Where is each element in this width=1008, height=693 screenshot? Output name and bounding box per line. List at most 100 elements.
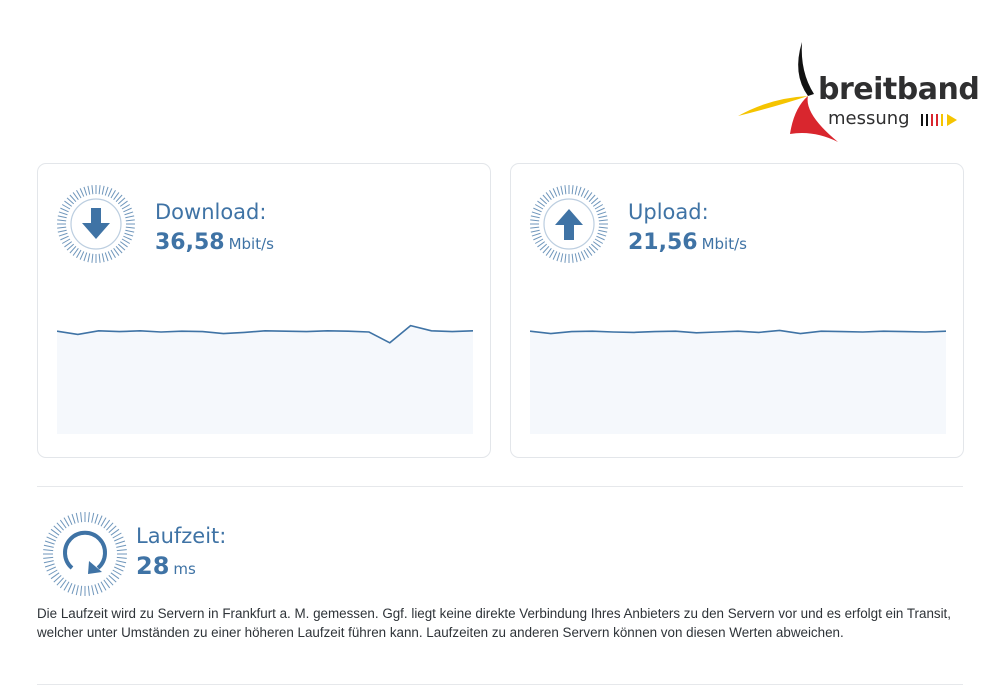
gauge-tick — [59, 519, 67, 529]
gauge-tick — [91, 512, 95, 523]
latency-gauge — [43, 512, 127, 596]
gauge-tick — [72, 247, 79, 256]
gauge-tick — [83, 186, 88, 196]
gauge-tick — [61, 238, 71, 244]
gauge-tick — [592, 200, 601, 207]
gauge-tick — [110, 528, 120, 536]
gauge-tick — [564, 253, 567, 263]
gauge-tick — [57, 219, 67, 222]
gauge-tick — [101, 253, 105, 263]
gauge-tick — [117, 197, 126, 205]
gauge-tick — [64, 241, 73, 248]
arrow-up-icon — [555, 209, 583, 240]
download-value: 36,58 Mbit/s — [155, 230, 274, 255]
gauge-tick — [59, 579, 67, 589]
gauge-tick — [588, 194, 596, 203]
gauge-tick — [549, 189, 555, 199]
gauge-tick — [531, 211, 541, 216]
gauge-tick — [87, 253, 91, 263]
upload-value: 21,56 Mbit/s — [628, 230, 747, 255]
download-gauge — [57, 185, 135, 263]
gauge-tick — [79, 188, 85, 197]
gauge-tick — [46, 566, 56, 572]
gauge-tick — [56, 522, 64, 531]
gauge-tick — [542, 194, 550, 203]
gauge-tick — [43, 556, 54, 559]
gauge-tick — [597, 232, 607, 237]
gauge-tick — [60, 235, 69, 241]
gauge-tick — [113, 192, 120, 201]
upload-speed-chart — [530, 329, 946, 434]
gauge-tick — [83, 252, 88, 262]
gauge-tick — [125, 229, 135, 233]
gauge-tick — [110, 189, 116, 199]
gauge-tick — [100, 517, 107, 527]
gauge-tick — [72, 192, 79, 201]
upload-number: 21,56 — [628, 230, 698, 255]
gauge-tick — [91, 185, 94, 195]
gauge-tick — [114, 536, 124, 542]
gauge-tick — [53, 575, 62, 583]
gauge-tick — [108, 525, 117, 533]
gauge-tick — [125, 219, 135, 222]
gauge-tick — [87, 585, 90, 596]
gauge-tick — [115, 245, 123, 254]
gauge-tick — [537, 241, 546, 248]
gauge-tick — [531, 232, 541, 237]
gauge-tick — [57, 229, 67, 233]
gauge-tick — [112, 532, 122, 539]
gauge-tick — [87, 185, 91, 195]
gauge-tick — [112, 569, 122, 576]
gauge-tick — [103, 519, 111, 529]
gauge-tick — [56, 577, 64, 586]
download-card: Download: 36,58 Mbit/s — [37, 163, 491, 458]
gauge-tick — [91, 585, 95, 596]
gauge-tick — [594, 204, 604, 210]
gauge-tick — [598, 215, 608, 219]
gauge-tick — [588, 245, 596, 254]
gauge-tick — [91, 253, 94, 263]
download-speed-chart — [57, 324, 473, 434]
gauge-tick — [66, 243, 75, 251]
gauge-tick — [116, 544, 127, 548]
download-chart-line — [57, 324, 473, 344]
gauge-tick — [115, 194, 123, 203]
gauge-tick — [97, 583, 103, 593]
gauge-tick — [101, 185, 105, 195]
gauge-tick — [44, 563, 55, 568]
gauge-tick — [556, 252, 561, 262]
gauge-tick — [119, 200, 128, 207]
gauge-tick — [598, 229, 608, 233]
gauge-tick — [123, 235, 132, 241]
gauge-tick — [98, 253, 101, 263]
gauge-tick — [539, 197, 548, 205]
gauge-tick — [79, 251, 85, 260]
gauge-tick — [580, 251, 586, 260]
gauge-tick — [43, 560, 54, 564]
gauge-tick — [564, 185, 567, 195]
gauge-tick — [44, 540, 55, 545]
gauge-tick — [571, 253, 574, 263]
gauge-tick — [69, 194, 77, 203]
gauge-tick — [43, 549, 54, 552]
gauge-tick — [53, 525, 62, 533]
gauge-tick — [58, 211, 68, 216]
gauge-tick — [586, 192, 593, 201]
refresh-icon — [63, 530, 107, 574]
gauge-tick — [98, 185, 101, 195]
gauge-tick — [94, 513, 99, 524]
download-chart-area — [57, 325, 473, 434]
gauge-tick — [124, 211, 134, 216]
gauge-tick — [552, 251, 558, 260]
gauge-tick — [552, 188, 558, 197]
upload-chart-line — [530, 329, 946, 335]
logo-wordmark-top: breitband — [818, 72, 980, 107]
upload-card: Upload: 21,56 Mbit/s — [510, 163, 964, 458]
gauge-tick — [48, 569, 58, 576]
gauge-tick — [583, 249, 589, 259]
gauge-tick — [50, 572, 60, 580]
gauge-tick — [94, 584, 99, 595]
section-divider-bottom — [37, 684, 963, 685]
gauge-tick — [115, 563, 126, 568]
gauge-tick — [46, 536, 56, 542]
